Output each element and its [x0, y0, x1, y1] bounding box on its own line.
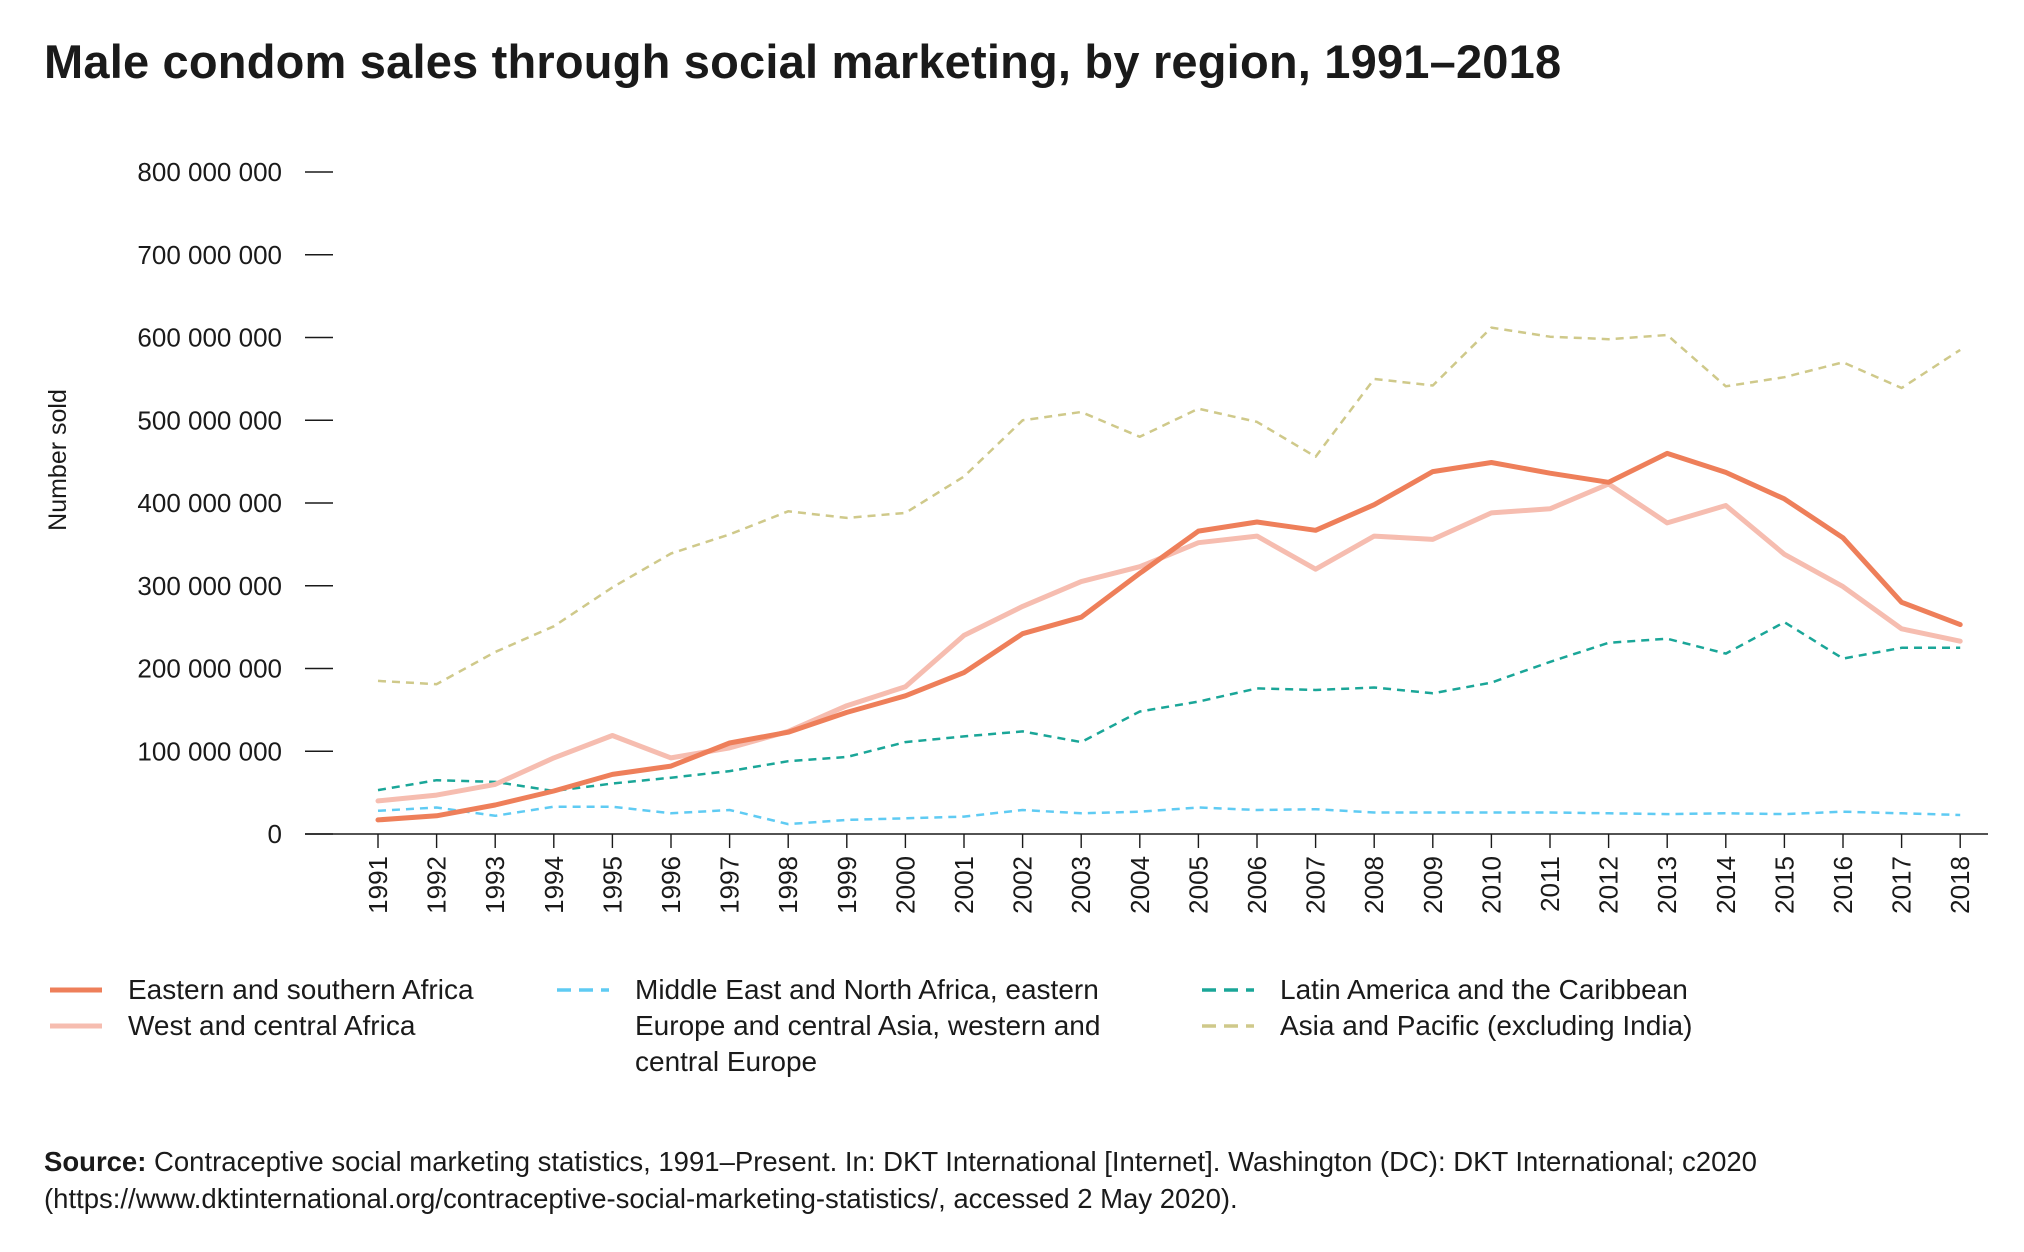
series-line-1: [375, 481, 1963, 804]
y-axis-title: Number sold: [44, 389, 72, 531]
legend-column-2: Middle East and North Africa, eastern Eu…: [555, 972, 1100, 1080]
x-tick-label: 2001: [949, 856, 979, 914]
y-tick-label: 800 000 000: [137, 157, 282, 187]
legend-column-1: Eastern and southern Africa West and cen…: [48, 972, 474, 1044]
x-tick-label: 1994: [539, 856, 569, 914]
x-tick-label: 2002: [1008, 856, 1038, 914]
series-line-0: [375, 450, 1963, 823]
legend-swatch-graphic: [557, 988, 609, 992]
x-tick-label: 1992: [422, 856, 452, 914]
x-tick-label: 2006: [1242, 856, 1272, 914]
legend-swatch-mena-europe-asia: [555, 972, 611, 1008]
x-tick-label: 2005: [1183, 856, 1213, 914]
legend-label-asia-pacific: Asia and Pacific (excluding India): [1280, 1010, 1693, 1041]
series-line-3: [377, 620, 1961, 793]
x-tick-label: 2015: [1769, 856, 1799, 914]
legend-column-3: Latin America and the Caribbean Asia and…: [1200, 972, 1692, 1044]
x-tick-label: 2008: [1359, 856, 1389, 914]
legend-item-eastern-southern-africa: Eastern and southern Africa: [48, 972, 474, 1008]
series-lines: [375, 326, 1963, 826]
x-tick-label: 2014: [1711, 856, 1741, 914]
x-tick-label: 2009: [1418, 856, 1448, 914]
x-tick-label: 2000: [890, 856, 920, 914]
x-axis: 1991 1992 1993 1994 1995 1996 1997 1998 1999 2000…: [305, 833, 1988, 914]
x-tick-label: 2007: [1301, 856, 1331, 914]
y-tick-label: 200 000 000: [137, 654, 282, 684]
chart-plot: 0 100 000 000 200 000 000 300 000 000 400 00…: [44, 157, 1988, 914]
y-tick-label: 300 000 000: [137, 571, 282, 601]
source-note: Source: Contraceptive social marketing s…: [44, 1143, 1994, 1217]
y-tick-label: 100 000 000: [137, 736, 282, 766]
legend-label-mena-europe-asia: Middle East and North Africa, eastern Eu…: [635, 974, 1101, 1077]
legend-swatch-asia-pacific: [1200, 1008, 1256, 1044]
legend-swatch-graphic: [1202, 1024, 1254, 1028]
source-text: Contraceptive social marketing statistic…: [44, 1146, 1757, 1214]
legend-item-mena-europe-asia: Middle East and North Africa, eastern Eu…: [555, 972, 1100, 1080]
x-tick-label: 1991: [363, 856, 393, 914]
legend-label-west-central-africa: West and central Africa: [128, 1010, 416, 1041]
x-tick-label: 1997: [715, 856, 745, 914]
series-line-4: [377, 326, 1961, 686]
y-tick-label: 0: [268, 819, 282, 849]
legend-swatch-eastern-southern-africa: [48, 972, 104, 1008]
x-tick-label: 2017: [1887, 856, 1917, 914]
x-tick-label: 1999: [832, 856, 862, 914]
chart-title: Male condom sales through social marketi…: [44, 35, 1562, 88]
y-tick-label: 700 000 000: [137, 240, 282, 270]
series-line-2: [377, 805, 1961, 826]
legend-item-asia-pacific: Asia and Pacific (excluding India): [1200, 1008, 1692, 1044]
legend-item-latin-america-caribbean: Latin America and the Caribbean: [1200, 972, 1692, 1008]
x-tick-label: 1998: [773, 856, 803, 914]
y-tick-label: 400 000 000: [137, 488, 282, 518]
legend-swatch-west-central-africa: [48, 1008, 104, 1044]
legend-swatch-graphic: [50, 987, 102, 993]
source-label: Source:: [44, 1146, 147, 1177]
legend-swatch-latin-america-caribbean: [1200, 972, 1256, 1008]
legend-label-latin-america-caribbean: Latin America and the Caribbean: [1280, 974, 1688, 1005]
x-tick-label: 2012: [1594, 856, 1624, 914]
x-tick-label: 1993: [480, 856, 510, 914]
legend-swatch-graphic: [50, 1023, 102, 1029]
y-tick-label: 600 000 000: [137, 323, 282, 353]
x-tick-label: 2010: [1476, 856, 1506, 914]
x-tick-label: 1996: [656, 856, 686, 914]
x-tick-label: 2004: [1125, 856, 1155, 914]
legend-swatch-graphic: [1202, 988, 1254, 992]
x-tick-label: 2013: [1652, 856, 1682, 914]
legend-item-west-central-africa: West and central Africa: [48, 1008, 474, 1044]
x-tick-label: 2003: [1066, 856, 1096, 914]
y-tick-label: 500 000 000: [137, 405, 282, 435]
x-tick-label: 2011: [1535, 856, 1565, 912]
x-tick-label: 2018: [1945, 856, 1975, 914]
y-axis: 0 100 000 000 200 000 000 300 000 000 400 00…: [137, 157, 333, 849]
legend-label-eastern-southern-africa: Eastern and southern Africa: [128, 974, 474, 1005]
x-tick-label: 2016: [1828, 856, 1858, 914]
x-tick-label: 1995: [597, 856, 627, 914]
